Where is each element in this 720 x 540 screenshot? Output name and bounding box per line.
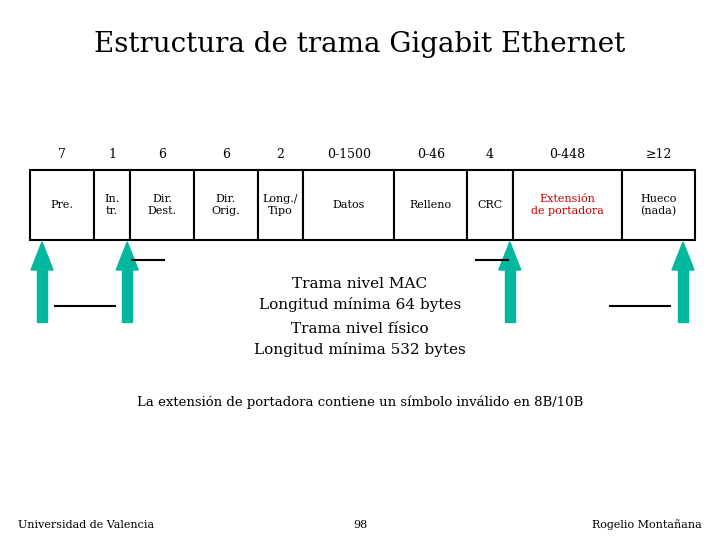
Text: Pre.: Pre. [50,200,73,210]
Bar [194,170,258,240]
Polygon shape [116,242,138,270]
Text: Universidad de Valencia: Universidad de Valencia [18,520,154,530]
Text: Datos: Datos [333,200,365,210]
Text: 7: 7 [58,147,66,160]
Polygon shape [499,242,521,270]
Text: Trama nivel físico
Longitud mínima 532 bytes: Trama nivel físico Longitud mínima 532 b… [254,322,466,357]
Bar [94,170,130,240]
Text: Trama nivel MAC
Longitud mínima 64 bytes: Trama nivel MAC Longitud mínima 64 bytes [259,277,461,312]
Bar [122,270,132,322]
Bar [513,170,622,240]
Text: Estructura de trama Gigabit Ethernet: Estructura de trama Gigabit Ethernet [94,31,626,58]
Text: Relleno: Relleno [410,200,452,210]
Bar [678,270,688,322]
Bar [505,270,515,322]
Text: 0-46: 0-46 [417,147,445,160]
Text: Dir.
Dest.: Dir. Dest. [148,194,176,216]
Text: 4: 4 [486,147,494,160]
Polygon shape [672,242,694,270]
Bar [622,170,695,240]
Bar [37,270,47,322]
Text: 6: 6 [222,147,230,160]
Text: Dir.
Orig.: Dir. Orig. [212,194,240,216]
Text: ≥12: ≥12 [645,147,672,160]
Text: 2: 2 [276,147,284,160]
Text: In.
tr.: In. tr. [104,194,120,216]
Text: 6: 6 [158,147,166,160]
Bar [30,170,94,240]
Bar [303,170,395,240]
Text: Rogelio Montañana: Rogelio Montañana [593,519,702,530]
Text: 0-448: 0-448 [549,147,585,160]
Text: 0-1500: 0-1500 [327,147,371,160]
Text: Long./
Tipo: Long./ Tipo [263,194,298,216]
Bar [258,170,303,240]
Text: Extensión
de portadora: Extensión de portadora [531,194,604,216]
Bar [130,170,194,240]
Text: La extensión de portadora contiene un símbolo inválido en 8B/10B: La extensión de portadora contiene un sí… [137,395,583,409]
Text: CRC: CRC [477,200,503,210]
Text: 1: 1 [108,147,116,160]
Text: Hueco
(nada): Hueco (nada) [640,194,677,216]
Text: 98: 98 [353,520,367,530]
Polygon shape [31,242,53,270]
Bar [467,170,513,240]
Bar [395,170,467,240]
